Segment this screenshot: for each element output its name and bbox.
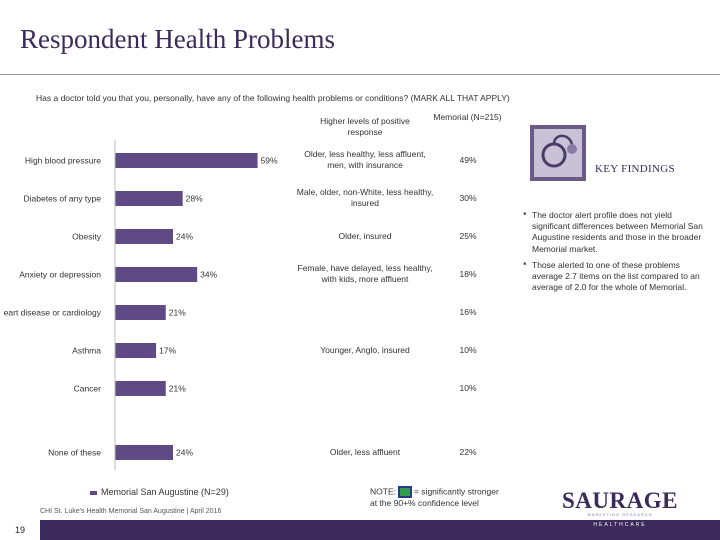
memorial-value: 25%: [459, 231, 477, 241]
finding-item: Those alerted to one of these problems a…: [520, 259, 705, 294]
logo-tagline: MARKETING RESEARCH: [587, 512, 653, 517]
logo-wordmark: SAURAGE: [562, 488, 678, 513]
memorial-value: 16%: [459, 307, 477, 317]
category-label: None of these: [48, 448, 101, 458]
significance-note: NOTE: = significantly stronger at the 90+…: [370, 486, 499, 509]
profile-description: Female, have delayed, less healthy, with…: [297, 263, 433, 284]
value-label: 17%: [159, 346, 176, 356]
title-divider: [0, 74, 720, 75]
page-title: Respondent Health Problems: [20, 24, 335, 54]
profile-description: Older, less affluent: [329, 447, 401, 457]
profile-description: Younger, Anglo, insured: [320, 345, 410, 355]
memorial-value: 10%: [459, 345, 477, 355]
bar-chart: High blood pressure 59% Diabetes of any ty…: [4, 140, 278, 470]
memorial-value: 18%: [459, 269, 477, 279]
memorial-value: 30%: [459, 193, 477, 203]
profile-description: Older, less healthy, less affluent, men,…: [304, 149, 426, 170]
profile-column-header: Higher levels of positive response: [320, 116, 410, 137]
category-label: Anxiety or depression: [19, 270, 101, 280]
finding-item: The doctor alert profile does not yield …: [520, 209, 705, 255]
profile-description: Older, insured: [338, 231, 392, 241]
value-label: 24%: [176, 232, 193, 242]
category-label: eart disease or cardiology: [4, 308, 102, 318]
memorial-value: 22%: [459, 447, 477, 457]
note-prefix: NOTE:: [370, 486, 396, 497]
footer-bar: [0, 520, 720, 540]
note-line2: at the 90+% confidence level: [370, 498, 479, 508]
page-number: 19: [0, 520, 40, 540]
key-findings-title: KEY FINDINGS: [595, 163, 675, 175]
logo-subtitle: HEALTHCARE: [593, 522, 647, 528]
value-label: 21%: [169, 308, 186, 318]
value-label: 59%: [261, 156, 278, 166]
bar: [115, 229, 173, 244]
value-label: 24%: [176, 448, 193, 458]
value-label: 34%: [200, 270, 217, 280]
category-label: Asthma: [72, 346, 101, 356]
bar: [115, 267, 198, 282]
memorial-column-header: Memorial (N=215): [433, 112, 502, 122]
key-findings-list: The doctor alert profile does not yield …: [520, 209, 705, 298]
bar: [115, 191, 183, 206]
saurage-logo: SAURAGE MARKETING RESEARCH HEALTHCARE: [560, 486, 680, 534]
category-label: Obesity: [72, 232, 102, 242]
significance-marker-icon: [397, 486, 412, 498]
key-findings-divider: [530, 184, 698, 185]
note-suffix: = significantly stronger: [413, 486, 499, 497]
category-label: High blood pressure: [25, 156, 101, 166]
bar: [115, 305, 166, 320]
legend-swatch: [90, 490, 97, 495]
memorial-value: 10%: [459, 383, 477, 393]
profile-description: Male, older, non-White, less healthy, in…: [296, 187, 434, 208]
bar: [115, 343, 157, 358]
bar: [115, 445, 173, 460]
stethoscope-illustration-icon: [530, 125, 586, 181]
survey-question: Has a doctor told you that you, personal…: [36, 93, 510, 103]
chart-legend: Memorial San Augustine (N=29): [90, 487, 229, 497]
value-label: 28%: [186, 194, 203, 204]
category-label: Cancer: [74, 384, 102, 394]
legend-label: Memorial San Augustine (N=29): [101, 487, 229, 497]
memorial-value: 49%: [459, 155, 477, 165]
bar: [115, 153, 258, 168]
category-label: Diabetes of any type: [24, 194, 102, 204]
source-footnote: CHI St. Luke's Health Memorial San Augus…: [40, 508, 222, 515]
bar: [115, 381, 166, 396]
value-label: 21%: [169, 384, 186, 394]
